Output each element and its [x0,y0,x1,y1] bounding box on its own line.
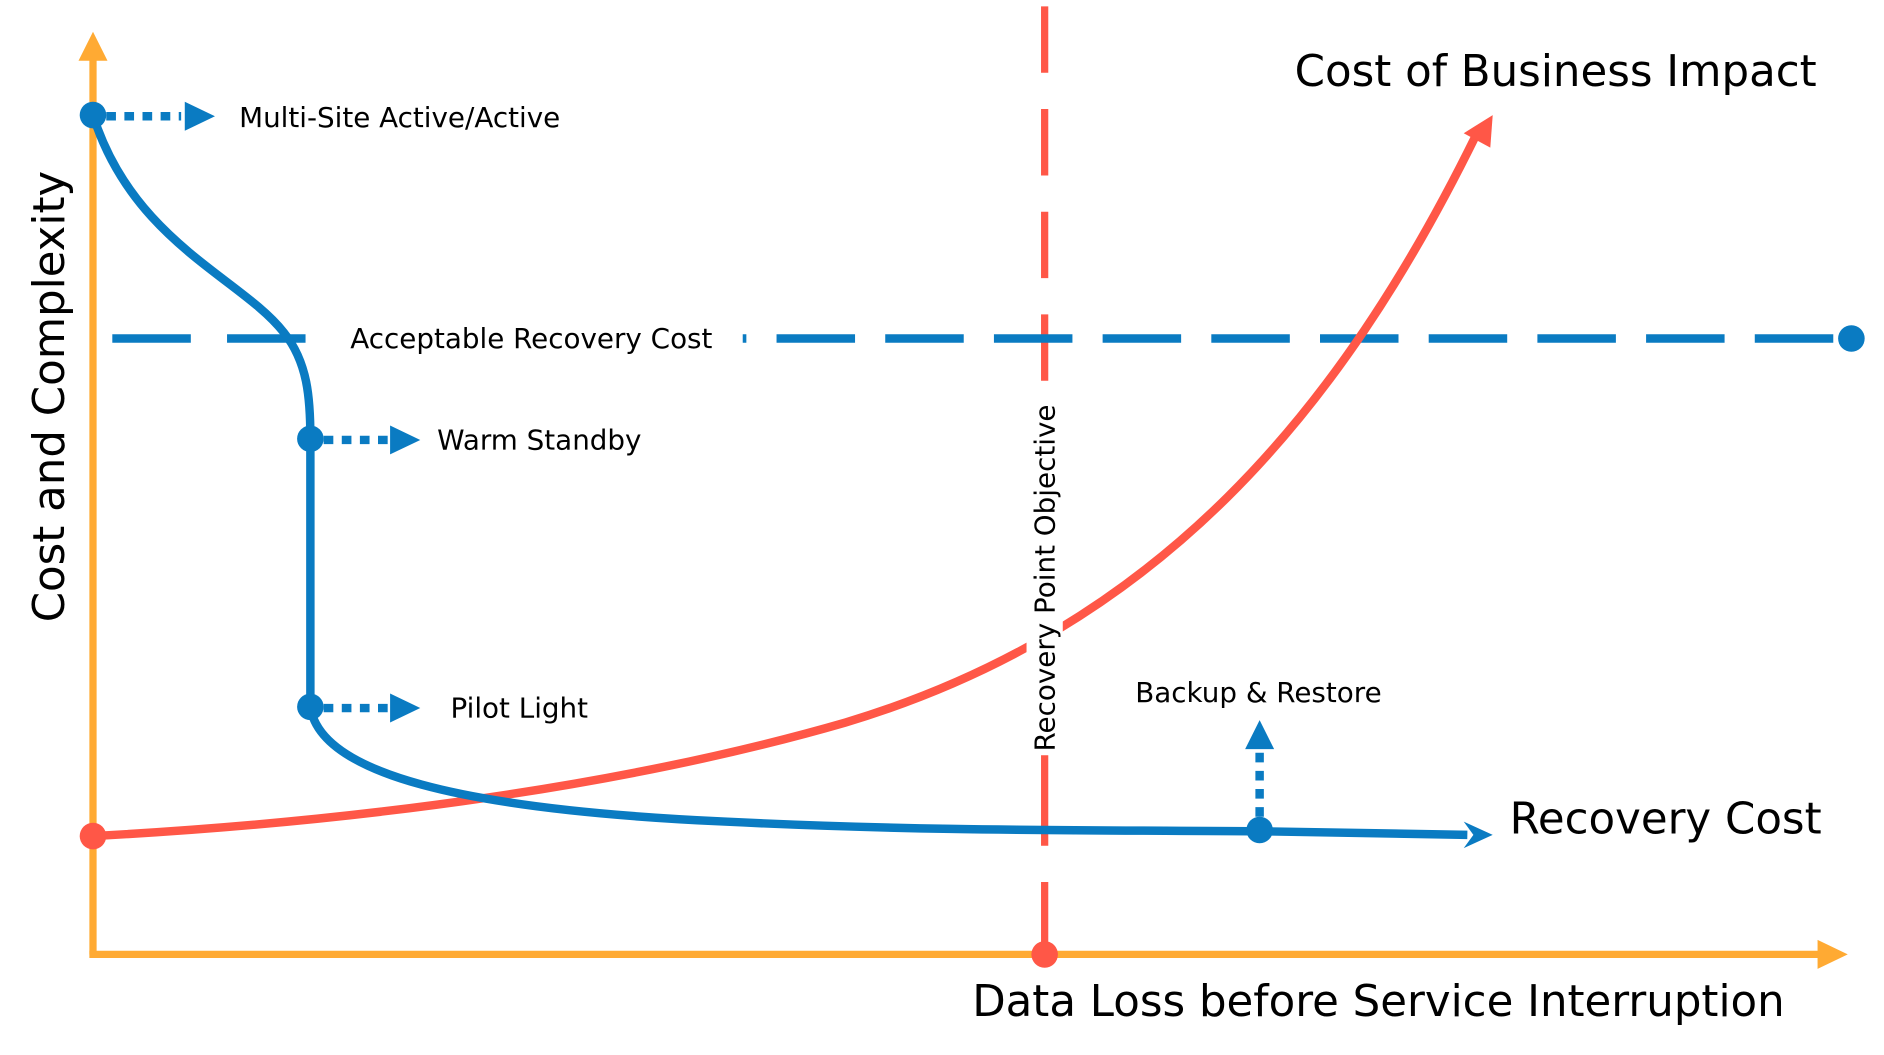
strategy-warm-standby: Warm Standby [297,424,641,457]
business-impact-start-point [79,822,107,850]
arrow-right-icon [390,693,421,723]
x-axis-label: Data Loss before Service Interruption [972,977,1785,1027]
rpo-label: Recovery Point Objective [1028,405,1061,752]
recovery-cost-curve [88,113,1468,840]
arrow-up-icon [1245,720,1275,750]
arrow-right-icon [184,101,215,131]
arrow-right-icon [390,425,421,455]
warm-standby-label: Warm Standby [437,424,641,457]
multi-site-label: Multi-Site Active/Active [239,101,560,134]
acceptable-cost-label: Acceptable Recovery Cost [350,322,712,355]
recovery-cost-label: Recovery Cost [1510,795,1822,845]
acceptable-cost-endpoint [1838,325,1865,352]
strategy-backup-restore: Backup & Restore [1135,676,1382,844]
backup-restore-label: Backup & Restore [1135,676,1381,709]
strategy-pilot-light: Pilot Light [297,692,588,725]
rpo-point [1031,941,1058,968]
business-impact-curve [92,133,1480,841]
recovery-cost-arrow-icon [1463,821,1493,849]
business-impact-label: Cost of Business Impact [1295,47,1817,97]
y-axis-label: Cost and Complexity [25,171,75,623]
business-impact-arrow-icon [1463,115,1493,148]
strategy-multi-site: Multi-Site Active/Active [79,101,560,134]
pilot-light-label: Pilot Light [450,692,588,725]
x-axis-arrow-icon [1817,939,1848,969]
y-axis-arrow-icon [78,31,108,61]
